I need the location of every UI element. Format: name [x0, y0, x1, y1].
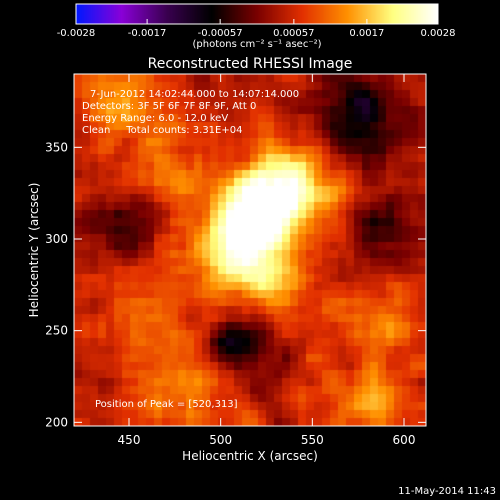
annotation-clean-counts: Clean Total counts: 3.31E+04 — [82, 125, 242, 136]
annotation-peak-position: Position of Peak = [520,313] — [95, 399, 238, 410]
colorbar-tick-label: 0.0028 — [421, 28, 456, 39]
colorbar-frame — [75, 3, 439, 25]
colorbar-tick-label: 0.0017 — [349, 28, 384, 39]
footer-timestamp: 11-May-2014 11:43 — [398, 486, 496, 497]
y-tick-label: 300 — [45, 232, 68, 246]
colorbar-unit-label: (photons cm⁻² s⁻¹ asec⁻²) — [192, 39, 321, 50]
x-axis-ticks: 450 500 550 600 — [118, 74, 416, 447]
y-axis-label: Heliocentric Y (arcsec) — [27, 183, 41, 318]
y-tick-label: 350 — [45, 140, 68, 154]
y-axis-ticks: 200 250 300 350 — [45, 140, 426, 429]
y-tick-label: 250 — [45, 324, 68, 338]
y-tick-label: 200 — [45, 415, 68, 429]
x-tick-label: 550 — [301, 433, 324, 447]
plot-frame — [73, 73, 427, 427]
chart-title: Reconstructed RHESSI Image — [148, 56, 353, 72]
annotation-time-range: 7-Jun-2012 14:02:44.000 to 14:07:14.000 — [90, 89, 299, 100]
colorbar-tick-label: -0.0017 — [128, 28, 167, 39]
annotation-detectors: Detectors: 3F 5F 6F 7F 8F 9F, Att 0 — [82, 101, 256, 112]
colorbar — [76, 4, 438, 24]
colorbar-tick-label: 0.00057 — [273, 28, 314, 39]
colorbar-tick-label: -0.00057 — [198, 28, 243, 39]
x-tick-label: 500 — [209, 433, 232, 447]
colorbar-tick-labels: -0.0028 -0.0017 -0.00057 0.00057 0.0017 0.002… — [57, 28, 456, 39]
annotation-energy-range: Energy Range: 6.0 - 12.0 keV — [82, 113, 228, 124]
x-tick-label: 600 — [393, 433, 416, 447]
x-axis-label: Heliocentric X (arcsec) — [182, 449, 318, 463]
colorbar-tick-label: -0.0028 — [57, 28, 96, 39]
x-tick-label: 450 — [118, 433, 141, 447]
heatmap-image — [74, 74, 426, 426]
colorbar-ticks — [75, 19, 439, 24]
